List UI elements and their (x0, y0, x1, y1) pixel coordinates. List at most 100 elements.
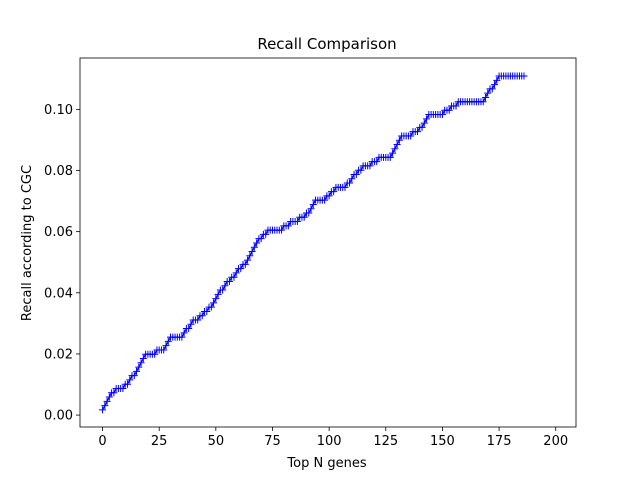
data-point-54 (221, 282, 229, 290)
data-point-130 (393, 141, 401, 149)
data-point-128 (389, 149, 397, 157)
plot-frame (79, 57, 577, 428)
data-point-23 (151, 350, 159, 358)
data-point-109 (346, 179, 354, 187)
data-point-36 (180, 329, 188, 337)
x-tick-label-7: 175 (487, 434, 512, 449)
y-tick-label-2: 0.04 (44, 286, 73, 301)
y-axis-label: Recall according to CGC (20, 165, 35, 321)
data-point-118 (366, 162, 374, 170)
data-point-86 (293, 218, 301, 226)
data-point-114 (357, 166, 365, 174)
y-tick-label-5: 0.10 (44, 103, 73, 118)
data-point-100 (325, 192, 333, 200)
data-point-168 (479, 98, 487, 106)
data-point-67 (250, 243, 258, 251)
data-point-91 (305, 209, 313, 217)
data-point-14 (130, 372, 138, 380)
data-point-98 (321, 196, 329, 204)
data-point-29 (164, 337, 172, 345)
y-tick-label-3: 0.06 (44, 225, 73, 240)
data-point-9 (119, 384, 127, 392)
data-point-72 (262, 230, 270, 238)
data-point-16 (135, 363, 143, 371)
data-point-38 (185, 325, 193, 333)
chart-title: Recall Comparison (257, 35, 396, 53)
x-tick-label-1: 25 (151, 434, 168, 449)
data-point-68 (253, 239, 261, 247)
data-point-50 (212, 295, 220, 303)
data-point-79 (278, 226, 286, 234)
data-point-66 (248, 248, 256, 256)
data-point-27 (160, 346, 168, 354)
data-point-156 (452, 102, 460, 110)
data-point-44 (198, 312, 206, 320)
data-point-5 (110, 389, 118, 397)
data-point-174 (493, 76, 501, 84)
data-point-112 (352, 170, 360, 178)
data-point-170 (484, 89, 492, 97)
data-point-15 (133, 367, 141, 375)
data-point-46 (203, 307, 211, 315)
y-tick-label-4: 0.08 (44, 164, 73, 179)
data-point-28 (162, 342, 170, 350)
data-point-121 (373, 158, 381, 166)
data-point-173 (491, 81, 499, 89)
data-point-64 (244, 256, 252, 264)
y-tick-label-1: 0.02 (44, 347, 73, 362)
data-point-107 (341, 183, 349, 191)
data-point-153 (445, 106, 453, 114)
x-axis-label: Top N genes (286, 456, 366, 471)
data-point-42 (194, 316, 202, 324)
data-point-127 (386, 153, 394, 161)
data-point-139 (414, 128, 421, 136)
data-point-89 (300, 213, 308, 221)
data-point-169 (481, 93, 489, 101)
data-point-1 (101, 402, 109, 410)
x-tick-label-5: 125 (373, 434, 398, 449)
data-point-141 (418, 123, 426, 131)
data-point-110 (348, 175, 356, 183)
data-point-129 (391, 145, 399, 153)
data-point-136 (407, 132, 415, 140)
data-point-142 (420, 119, 428, 127)
data-point-39 (187, 320, 195, 328)
data-point-92 (307, 205, 315, 213)
x-tick-label-0: 0 (98, 434, 106, 449)
x-tick-label-3: 75 (264, 434, 281, 449)
plot-area: 0 25 50 75 100 125 150 175 200 0.00 0.02 0.04 0.06 0.… (44, 57, 577, 449)
data-point-63 (241, 260, 249, 268)
data-point-48 (207, 303, 215, 311)
data-point-17 (137, 359, 145, 367)
y-tick-label-0: 0.00 (44, 409, 73, 424)
data-point-11 (123, 380, 131, 388)
data-point-131 (395, 136, 403, 144)
data-point-70 (257, 235, 265, 243)
data-point-93 (309, 200, 317, 208)
data-point-59 (232, 269, 240, 277)
data-point-61 (237, 265, 245, 273)
data-point-82 (284, 222, 292, 230)
data-point-56 (225, 277, 233, 285)
data-point-186 (520, 72, 528, 80)
data-point-2 (103, 397, 111, 405)
data-point-3 (105, 393, 113, 401)
data-point-65 (246, 252, 254, 260)
data-point-172 (488, 85, 496, 93)
data-point-35 (178, 333, 186, 341)
data-point-51 (214, 290, 222, 298)
data-point-143 (423, 115, 431, 123)
data-point-102 (330, 188, 338, 196)
data-point-58 (230, 273, 238, 281)
x-tick-label-6: 150 (430, 434, 455, 449)
x-tick-label-2: 50 (208, 434, 225, 449)
x-tick-label-8: 200 (543, 434, 568, 449)
data-point-0 (99, 406, 107, 414)
data-point-49 (210, 299, 218, 307)
data-point-12 (126, 376, 134, 384)
data-point-53 (219, 286, 227, 294)
data-point-18 (139, 355, 147, 363)
data-point-150 (438, 111, 446, 119)
